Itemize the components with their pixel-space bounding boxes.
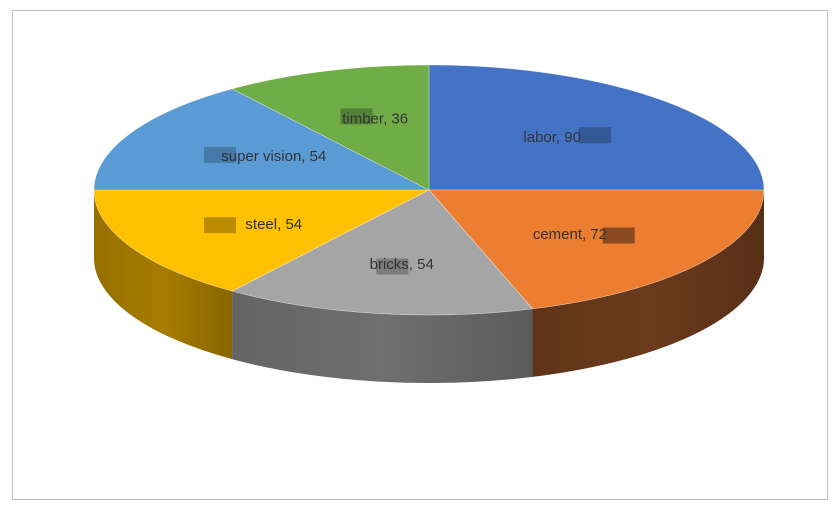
label-marker-cement bbox=[602, 227, 635, 244]
pie-side-shade bbox=[232, 291, 533, 383]
data-label-super-vision: super vision, 54 bbox=[221, 148, 326, 165]
label-marker-steel bbox=[204, 217, 237, 234]
data-label-timber: timber, 36 bbox=[342, 111, 408, 128]
data-label-bricks: bricks, 54 bbox=[370, 256, 434, 273]
label-marker-super-vision bbox=[204, 146, 237, 163]
data-label-labor: labor, 90 bbox=[523, 129, 581, 146]
label-marker-timber bbox=[340, 108, 373, 125]
data-labels: labor, 90 cement, 72 bricks, 54 steel, 54 su… bbox=[221, 111, 607, 273]
pie-side-shade bbox=[532, 190, 764, 377]
data-label-cement: cement, 72 bbox=[533, 226, 607, 243]
label-markers bbox=[204, 108, 635, 275]
pie-slice-bricks[interactable] bbox=[231, 189, 534, 316]
pie-sides bbox=[94, 190, 764, 383]
pie-slice-steel[interactable] bbox=[93, 189, 430, 292]
label-marker-labor bbox=[578, 127, 611, 144]
label-marker-bricks bbox=[376, 258, 409, 275]
pie-slice-timber[interactable] bbox=[231, 64, 430, 191]
pie-slices bbox=[93, 64, 765, 316]
pie-side-shade bbox=[94, 190, 233, 360]
pie-slice-cement[interactable] bbox=[428, 189, 765, 310]
data-label-steel: steel, 54 bbox=[245, 216, 302, 233]
pie-slice-super-vision[interactable] bbox=[93, 88, 430, 191]
